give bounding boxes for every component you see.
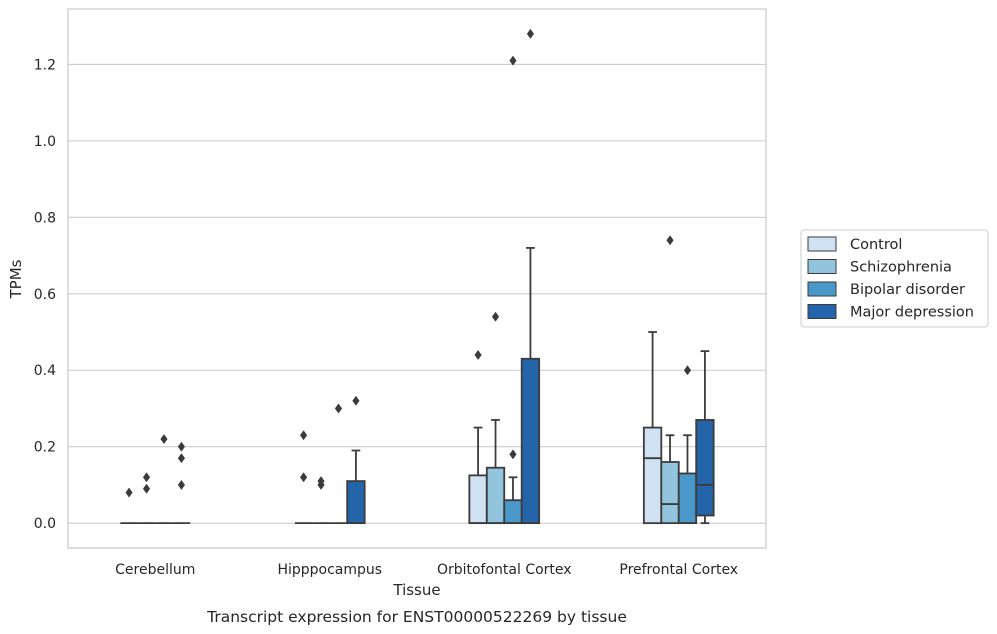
outlier-point: [142, 483, 151, 494]
outlier-point: [666, 235, 674, 246]
outlier-point: [177, 479, 186, 490]
x-axis-label: Tissue: [392, 581, 440, 599]
y-tick-label: 0.8: [34, 210, 56, 226]
box-plot: [155, 434, 173, 525]
box-plot: [137, 472, 156, 525]
x-tick-label: Hipppocampus: [277, 562, 382, 578]
box-plot: [695, 350, 715, 525]
box-plot: [329, 403, 348, 525]
outlier-point: [683, 365, 692, 376]
y-tick-label: 0.2: [34, 440, 56, 456]
series-schizophrenia: [137, 235, 680, 525]
box: [660, 461, 680, 525]
legend-label: Control: [850, 237, 902, 253]
box-plot: [172, 441, 191, 525]
box: [695, 419, 715, 517]
box-plot: [520, 28, 541, 525]
box: [346, 480, 366, 525]
box-plot: [346, 395, 366, 525]
legend-label: Bipolar disorder: [850, 282, 965, 298]
outlier-point: [509, 55, 517, 66]
box-plot: [642, 331, 663, 525]
y-tick-label: 0.6: [34, 287, 56, 303]
box-plot: [468, 349, 488, 525]
series-major-depression: [172, 28, 715, 525]
y-axis-label: TPMs: [7, 259, 25, 299]
outlier-point: [526, 28, 535, 39]
outlier-point: [125, 487, 133, 498]
y-tick-labels: 0.0 0.2 0.4 0.6 0.8 1.0 1.2: [34, 57, 56, 532]
y-tick-label: 1.0: [34, 134, 56, 150]
box-plot: [120, 487, 138, 525]
legend-swatch: [807, 281, 837, 297]
box: [642, 426, 663, 525]
legend-label: Schizophrenia: [850, 260, 952, 276]
outlier-point: [491, 311, 500, 322]
x-tick-label: Orbitofontal Cortex: [437, 562, 572, 578]
box-plot: [660, 235, 680, 525]
plot-frame: [67, 8, 767, 549]
legend-swatch: [807, 236, 837, 252]
outlier-point: [142, 472, 151, 483]
box: [520, 357, 541, 525]
outlier-point: [474, 349, 482, 360]
box-plot: [294, 430, 313, 525]
legend-item: Bipolar disorder: [807, 281, 965, 298]
outlier-point: [317, 476, 325, 487]
legend-item: Control: [807, 236, 902, 253]
box: [503, 499, 523, 525]
box-plot: [677, 365, 698, 525]
legend-frame: [800, 229, 989, 328]
legend-item: Major depression: [807, 304, 974, 321]
y-tick-label: 1.2: [34, 57, 56, 73]
outlier-point: [177, 453, 186, 464]
legend: Control Schizophrenia Bipolar disorder Majo…: [800, 229, 989, 328]
outlier-point: [299, 472, 308, 483]
y-tick-label: 0.4: [34, 363, 56, 379]
box: [677, 472, 698, 525]
box: [468, 474, 488, 525]
outlier-point: [509, 449, 517, 460]
legend-swatch: [807, 259, 837, 274]
outlier-point: [352, 395, 360, 406]
outlier-point: [334, 403, 343, 414]
outlier-point: [160, 434, 168, 445]
chart-caption: Transcript expression for ENST0000052226…: [206, 608, 627, 626]
y-tick-label: 0.0: [34, 516, 56, 532]
box: [485, 466, 506, 525]
x-tick-label: Prefrontal Cortex: [619, 562, 738, 578]
x-tick-label: Cerebellum: [115, 562, 195, 578]
legend-label: Major depression: [850, 305, 974, 321]
legend-item: Schizophrenia: [807, 259, 952, 276]
legend-swatch: [807, 304, 837, 319]
box-plot: [485, 311, 506, 525]
box-plot: [503, 55, 523, 525]
series-control: [120, 331, 663, 525]
box-plot: [312, 476, 330, 525]
outlier-point: [299, 430, 308, 441]
plot-marks: [120, 28, 715, 525]
series-bipolar-disorder: [155, 55, 698, 525]
outlier-point: [177, 441, 186, 452]
x-tick-labels: Cerebellum Hipppocampus Orbitofontal Corte…: [115, 562, 738, 578]
